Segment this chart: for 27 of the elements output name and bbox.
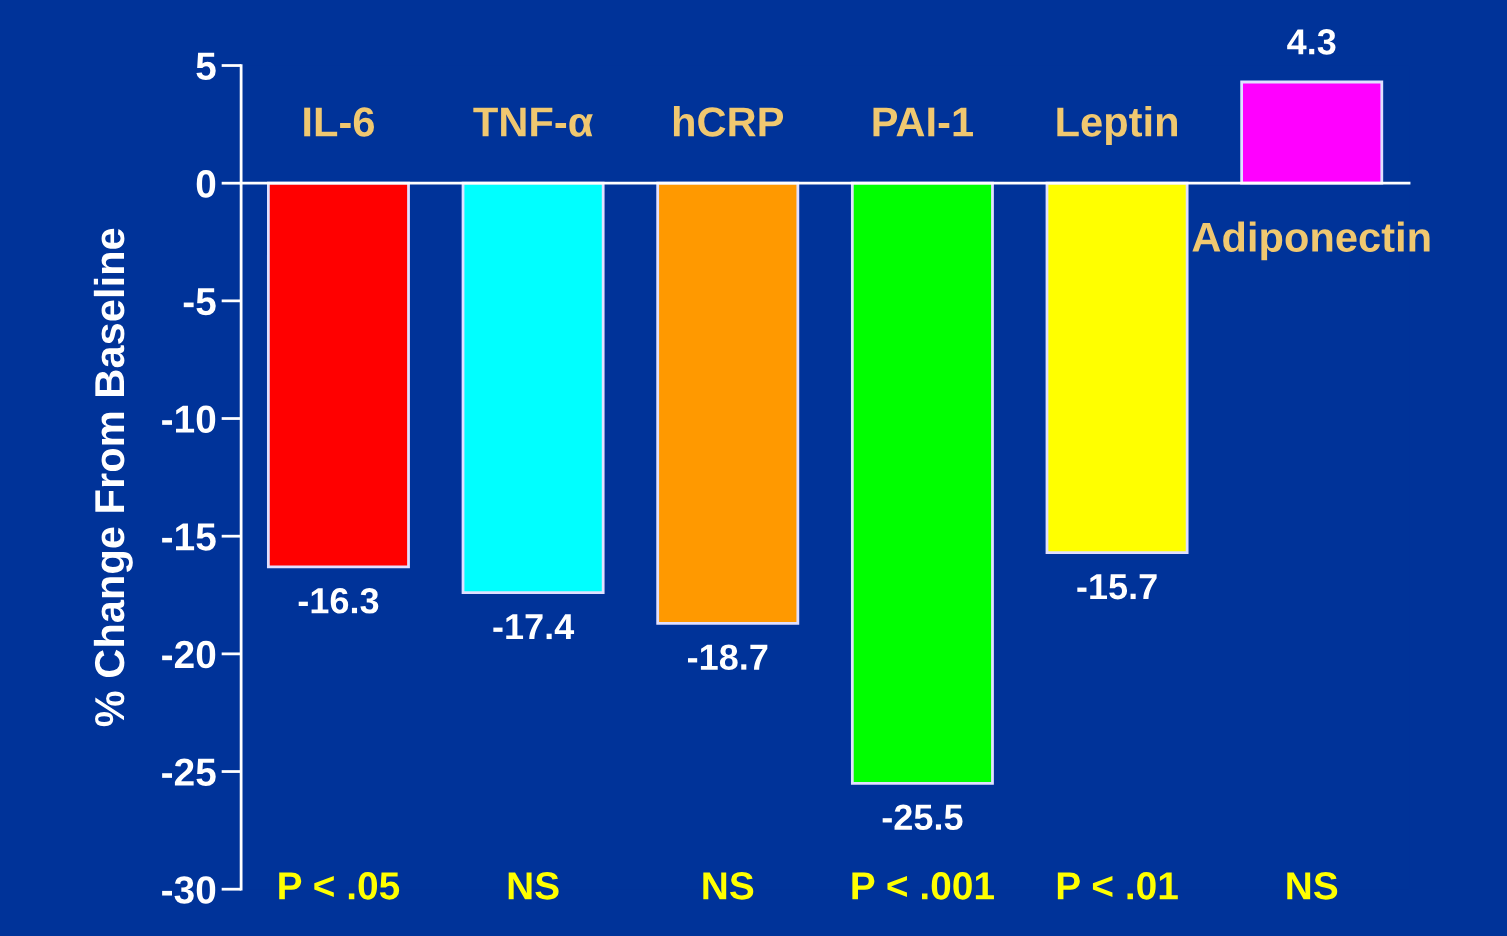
y-tick-label: -20 [162,640,216,669]
data-label: -16.3 [298,587,379,614]
data-label: -15.7 [1077,574,1157,600]
data-label: -17.4 [493,614,575,640]
y-tick-label: 5 [196,52,216,80]
y-axis-title: % Change From Baseline [93,228,133,727]
y-tick-label: -25 [162,758,216,787]
y-tick-label: -10 [162,405,216,433]
y-tick-label: -15 [162,523,216,551]
y-tick-label: 0 [196,170,216,198]
x-tick-label: Adiponectin [1192,221,1430,261]
annotation: NS [703,872,754,900]
annotation: P < .05 [279,872,400,900]
y-tick-label: -5 [183,288,216,316]
y-tick-label: -30 [162,876,216,904]
annotation: NS [1287,872,1338,900]
x-tick-label: IL-6 [304,107,374,137]
x-tick-label: Leptin [1057,106,1177,145]
data-label: 4.3 [1287,29,1336,55]
data-label: -25.5 [882,804,963,831]
annotation: P < .001 [852,872,994,900]
data-label: -18.7 [688,644,768,671]
x-tick-label: hCRP [673,106,784,137]
x-tick-label: TNF-α [473,107,593,137]
annotation: P < .01 [1057,872,1178,900]
annotation: NS [508,872,559,900]
x-tick-label: PAI-1 [873,107,973,137]
